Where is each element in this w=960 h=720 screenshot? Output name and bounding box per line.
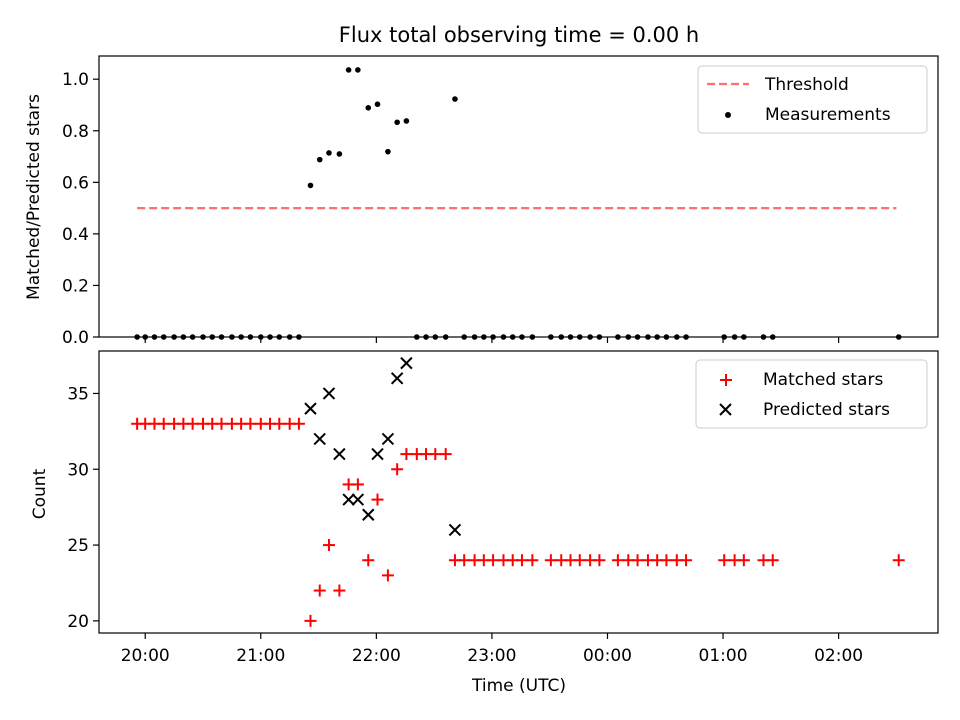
measurement-point [452, 96, 458, 102]
matched-star-marker [215, 417, 228, 430]
x-tick-label: 20:00 [121, 646, 170, 666]
top-legend-frame [697, 65, 928, 134]
matched-star-marker [718, 554, 731, 567]
predicted-star-marker [362, 508, 375, 521]
matched-star-marker [157, 417, 170, 430]
predicted-star-marker [400, 356, 413, 370]
matched-star-marker [244, 417, 257, 430]
top-y-tick-label: 0.4 [62, 225, 89, 245]
measurement-point [326, 150, 332, 156]
matched-star-marker [593, 554, 606, 567]
matched-star-marker [737, 554, 750, 567]
legend-predicted-swatch [719, 403, 732, 416]
top-axes-frame [98, 55, 939, 338]
matched-star-marker [333, 584, 346, 597]
x-axis-label: Time (UTC) [471, 676, 566, 696]
matched-star-marker [766, 554, 779, 567]
bottom-legend-frame [695, 359, 928, 429]
top-y-tick-label: 0.8 [62, 122, 89, 142]
matched-star-marker [322, 539, 335, 552]
measurement-point [355, 67, 361, 73]
bottom-series-predicted-stars [304, 356, 462, 537]
x-tick-label: 21:00 [236, 646, 285, 666]
bottom-axes-frame [98, 350, 939, 634]
top-panel: 0.0 0.2 0.4 0.6 0.8 1.0 [62, 55, 939, 348]
bottom-y-tick-label: 20 [67, 612, 89, 632]
top-y-tick-label: 0.2 [62, 276, 89, 296]
measurement-point [316, 156, 323, 163]
matched-star-marker [573, 554, 586, 567]
bottom-panel: 20 25 30 35 20:00 21:00 22:00 23:00 00:00 01:00 02… [67, 350, 939, 666]
bottom-y-tick-label: 35 [67, 384, 89, 404]
matched-star-marker [351, 478, 364, 491]
measurement-point [365, 105, 372, 111]
measurement-point [385, 148, 391, 155]
matched-star-marker [439, 448, 452, 461]
matched-star-marker [544, 554, 557, 567]
predicted-star-marker [448, 523, 462, 537]
top-y-tick-label: 1.0 [62, 70, 89, 90]
matched-star-marker [611, 554, 624, 567]
predicted-star-marker [322, 387, 336, 400]
matched-star-marker [458, 554, 471, 567]
matched-star-marker [371, 493, 384, 506]
bottom-series-matched-stars [131, 417, 905, 627]
predicted-star-marker [333, 447, 346, 461]
bottom-legend: Matched stars Predicted stars [695, 359, 928, 429]
measurement-point [374, 101, 381, 108]
matched-star-marker [292, 417, 305, 430]
predicted-star-marker [342, 493, 355, 506]
measurement-point [394, 119, 400, 126]
matched-star-marker [400, 448, 413, 461]
top-legend: Threshold Measurements [697, 65, 928, 134]
top-series-measurements [134, 67, 902, 340]
matched-star-marker [186, 417, 199, 430]
legend-threshold-label: Threshold [764, 75, 849, 95]
top-y-tick-label: 0.6 [62, 173, 89, 193]
legend-matched-swatch [720, 374, 732, 386]
bottom-y-tick-label: 25 [67, 536, 89, 556]
matched-star-marker [429, 448, 442, 461]
matched-star-marker [892, 554, 905, 567]
predicted-star-marker [351, 493, 365, 506]
matched-star-marker [362, 554, 375, 567]
legend-measurements-label: Measurements [765, 105, 891, 125]
measurement-point [403, 118, 410, 124]
bottom-y-tick-label: 30 [67, 460, 89, 480]
matched-star-marker [313, 584, 326, 597]
matched-star-marker [273, 417, 286, 430]
matched-star-marker [660, 554, 673, 567]
predicted-star-marker [390, 372, 404, 385]
measurement-point [307, 182, 314, 189]
top-y-axis-label: Matched/Predicted stars [24, 94, 44, 300]
legend-matched-label: Matched stars [763, 370, 883, 390]
legend-measurements-swatch [725, 112, 731, 118]
x-tick-label: 23:00 [467, 646, 516, 666]
matched-star-marker [631, 554, 644, 567]
measurement-point [336, 151, 343, 157]
matched-star-marker [515, 554, 528, 567]
top-y-tick-label: 0.0 [62, 328, 89, 348]
legend-predicted-label: Predicted stars [763, 400, 890, 420]
matched-star-marker [487, 554, 500, 567]
measurement-point [345, 67, 352, 73]
matched-star-marker [304, 614, 317, 627]
matched-star-marker [381, 569, 394, 582]
matched-star-marker [680, 554, 693, 567]
bottom-y-axis-label: Count [30, 468, 50, 519]
matched-star-marker [526, 554, 539, 567]
predicted-star-marker [381, 432, 395, 446]
predicted-star-marker [313, 432, 326, 446]
x-tick-label: 01:00 [699, 646, 748, 666]
x-tick-label: 00:00 [583, 646, 632, 666]
x-tick-label: 02:00 [814, 646, 863, 666]
predicted-star-marker [371, 447, 384, 461]
matched-star-marker [391, 463, 404, 476]
predicted-star-marker [304, 402, 317, 415]
x-tick-label: 22:00 [352, 646, 401, 666]
figure-title: Flux total observing time = 0.00 h [339, 23, 699, 47]
